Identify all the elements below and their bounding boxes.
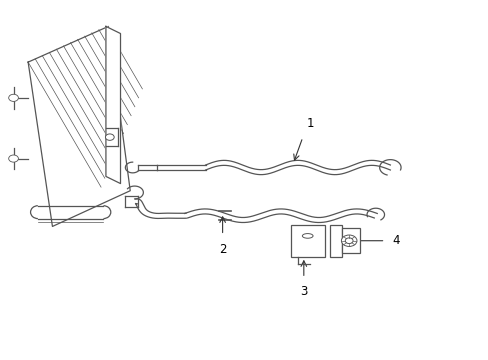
Circle shape	[9, 94, 19, 102]
Circle shape	[9, 155, 19, 162]
Bar	[329, 225, 342, 257]
Text: 1: 1	[306, 117, 313, 130]
Text: 3: 3	[300, 285, 307, 298]
Circle shape	[341, 235, 356, 247]
Ellipse shape	[302, 234, 312, 238]
Bar	[290, 225, 324, 257]
Text: 4: 4	[392, 234, 400, 247]
Circle shape	[345, 238, 352, 244]
Circle shape	[105, 134, 114, 140]
Text: 2: 2	[219, 243, 226, 256]
Bar	[342, 228, 359, 253]
Polygon shape	[106, 26, 120, 184]
